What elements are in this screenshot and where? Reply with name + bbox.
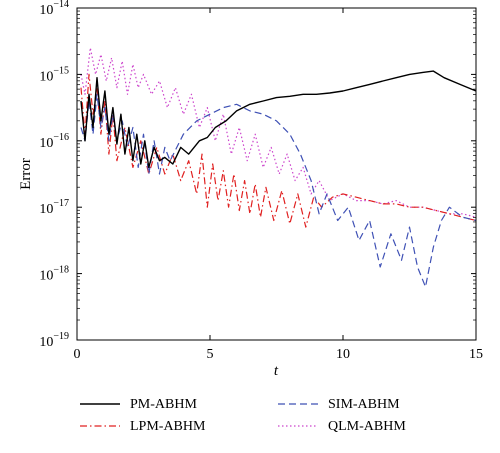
- y-axis-label: Error: [18, 158, 34, 190]
- series-line-lpm-abhm: [80, 73, 476, 228]
- y-tick-label: 10−14: [39, 0, 69, 18]
- legend-label-pm-abhm: PM-ABHM: [130, 397, 197, 412]
- x-tick-label: 10: [336, 347, 350, 362]
- y-tick-label: 10−16: [39, 132, 69, 151]
- y-tick-label: 10−17: [39, 198, 69, 217]
- x-tick-label: 15: [469, 347, 483, 362]
- y-tick-label: 10−18: [39, 265, 69, 284]
- series-line-pm-abhm: [80, 70, 476, 169]
- x-axis-label: t: [274, 363, 279, 379]
- legend-label-sim-abhm: SIM-ABHM: [328, 397, 400, 412]
- y-tick-label: 10−15: [39, 65, 69, 84]
- x-tick-label: 5: [207, 347, 214, 362]
- legend-label-lpm-abhm: LPM-ABHM: [130, 419, 206, 434]
- y-tick-label: 10−19: [39, 331, 69, 350]
- legend: PM-ABHM SIM-ABHM LPM-ABHM QLM-ABHM: [80, 397, 406, 434]
- series-line-sim-abhm: [80, 93, 476, 288]
- legend-label-qlm-abhm: QLM-ABHM: [328, 419, 406, 434]
- x-tick-label: 0: [74, 347, 81, 362]
- plot-frame: [76, 7, 477, 341]
